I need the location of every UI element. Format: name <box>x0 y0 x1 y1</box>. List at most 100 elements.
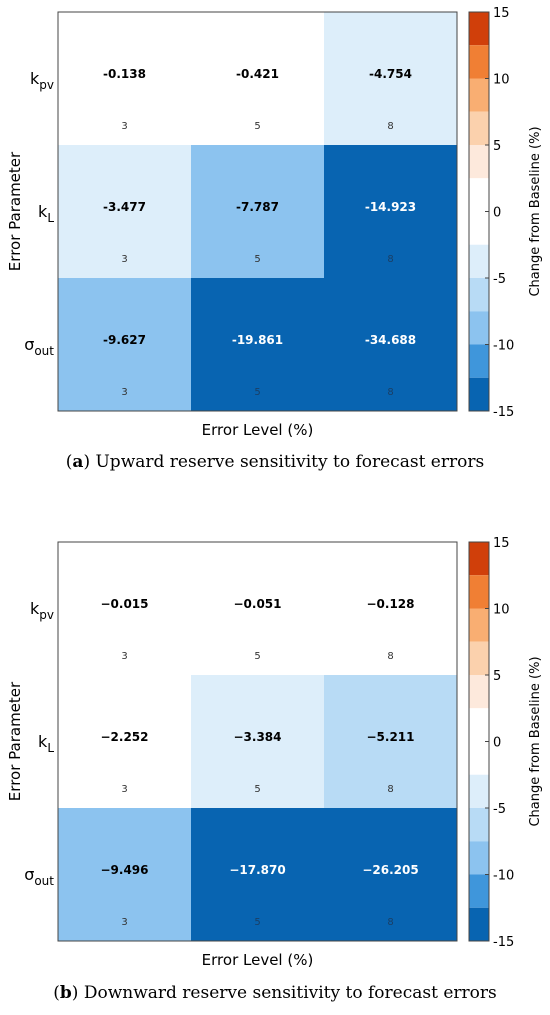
cell-level-label: 5 <box>254 254 260 265</box>
cell-level-label: 8 <box>387 387 393 398</box>
cell-value-label: −5.211 <box>366 730 414 744</box>
heatmap-cell <box>58 675 191 808</box>
heatmap-cell <box>191 542 324 675</box>
caption-upward: (a) Upward reserve sensitivity to foreca… <box>65 452 485 472</box>
heatmap-cell <box>58 542 191 675</box>
row-label: kpv <box>30 599 54 622</box>
cell-value-label: -4.754 <box>369 67 412 81</box>
colorbar-bin <box>469 344 489 378</box>
cell-level-label: 5 <box>254 917 260 928</box>
plot-frame <box>57 541 458 942</box>
colorbar-bin <box>469 608 489 642</box>
cell-value-label: −17.870 <box>229 863 285 877</box>
cell-level-label: 3 <box>121 254 127 265</box>
heatmap-cell <box>324 12 457 145</box>
cell-level-label: 3 <box>121 784 127 795</box>
cell-value-label: -34.688 <box>365 333 416 347</box>
cell-level-label: 8 <box>387 121 393 132</box>
colorbar-bin <box>469 641 489 675</box>
cell-value-label: −2.252 <box>100 730 148 744</box>
cell-value-label: -3.477 <box>103 200 146 214</box>
cell-value-label: -0.138 <box>103 67 146 81</box>
cell-level-label: 3 <box>121 917 127 928</box>
colorbar-bin <box>469 178 489 245</box>
colorbar-bin <box>469 708 489 775</box>
row-label: σout <box>24 865 54 888</box>
colorbar-bin <box>469 874 489 908</box>
colorbar-tick-label: -10 <box>493 869 514 884</box>
colorbar-tick-label: 5 <box>493 139 501 154</box>
cell-value-label: −9.496 <box>100 863 148 877</box>
cell-level-label: 8 <box>387 254 393 265</box>
cell-level-label: 5 <box>254 784 260 795</box>
plot-frame <box>57 11 458 412</box>
colorbar-bin <box>469 575 489 609</box>
colorbar-bin <box>469 774 489 808</box>
heatmap-cell <box>58 808 191 941</box>
colorbar-bin <box>469 808 489 842</box>
row-label: kL <box>38 732 54 755</box>
colorbar-tick-label: -15 <box>493 405 514 420</box>
x-axis-label: Error Level (%) <box>202 421 314 439</box>
heatmap-cell <box>191 145 324 278</box>
heatmap-cell <box>324 542 457 675</box>
colorbar-bin <box>469 111 489 145</box>
colorbar-bin <box>469 45 489 79</box>
heatmap-cell <box>191 808 324 941</box>
colorbar-tick-label: 10 <box>493 73 510 88</box>
colorbar-tick-label: 0 <box>493 736 501 751</box>
cell-level-label: 8 <box>387 917 393 928</box>
colorbar-tick-label: -15 <box>493 935 514 950</box>
cell-level-label: 3 <box>121 651 127 662</box>
colorbar-bin <box>469 311 489 345</box>
y-axis-label: Error Parameter <box>6 151 24 271</box>
caption-downward: (b) Downward reserve sensitivity to fore… <box>53 983 497 1003</box>
cell-level-label: 8 <box>387 651 393 662</box>
cell-value-label: -7.787 <box>236 200 279 214</box>
cell-level-label: 5 <box>254 387 260 398</box>
heatmap-cell <box>191 675 324 808</box>
y-axis-label: Error Parameter <box>6 681 24 801</box>
cell-value-label: -14.923 <box>365 200 416 214</box>
cell-value-label: −26.205 <box>362 863 418 877</box>
colorbar-tick-label: -10 <box>493 339 514 354</box>
colorbar-tick-label: 15 <box>493 536 510 551</box>
colorbar-tick-label: 10 <box>493 603 510 618</box>
cell-value-label: −3.384 <box>233 730 281 744</box>
heatmap-cell <box>58 145 191 278</box>
row-label: σout <box>24 335 54 358</box>
heatmap-upward-reserve: -0.138 3 -0.421 5 -4.754 8 -3.477 3 -7.787 5 -14.9… <box>6 6 543 439</box>
x-axis-label: Error Level (%) <box>202 951 314 969</box>
heatmap-cell <box>324 675 457 808</box>
heatmap-cell <box>191 12 324 145</box>
colorbar-bin <box>469 278 489 312</box>
heatmap-cell <box>324 278 457 411</box>
heatmap-cell <box>191 278 324 411</box>
colorbar-bin <box>469 841 489 875</box>
cell-level-label: 5 <box>254 121 260 132</box>
row-label: kL <box>38 202 54 225</box>
colorbar-bin <box>469 78 489 112</box>
heatmap-downward-reserve: −0.015 3 −0.051 5 −0.128 8 −2.252 3 −3.384 5 −5.21… <box>6 536 543 969</box>
heatmap-cell <box>58 278 191 411</box>
colorbar-bin <box>469 377 489 411</box>
cell-value-label: -9.627 <box>103 333 146 347</box>
heatmap-cell <box>58 12 191 145</box>
colorbar-bin <box>469 12 489 46</box>
cell-level-label: 3 <box>121 387 127 398</box>
row-label: kpv <box>30 69 54 92</box>
heatmap-cell <box>324 808 457 941</box>
colorbar-bin <box>469 675 489 709</box>
colorbar-bin <box>469 542 489 576</box>
colorbar-tick-label: 15 <box>493 6 510 21</box>
cell-value-label: -19.861 <box>232 333 283 347</box>
cell-level-label: 5 <box>254 651 260 662</box>
colorbar-label: Change from Baseline (%) <box>528 656 543 826</box>
colorbar-bin <box>469 907 489 941</box>
colorbar-bin <box>469 244 489 278</box>
colorbar-tick-label: -5 <box>493 802 506 817</box>
heatmap-cell <box>324 145 457 278</box>
colorbar-label: Change from Baseline (%) <box>528 126 543 296</box>
colorbar-tick-label: 0 <box>493 206 501 221</box>
colorbar-tick-label: 5 <box>493 669 501 684</box>
